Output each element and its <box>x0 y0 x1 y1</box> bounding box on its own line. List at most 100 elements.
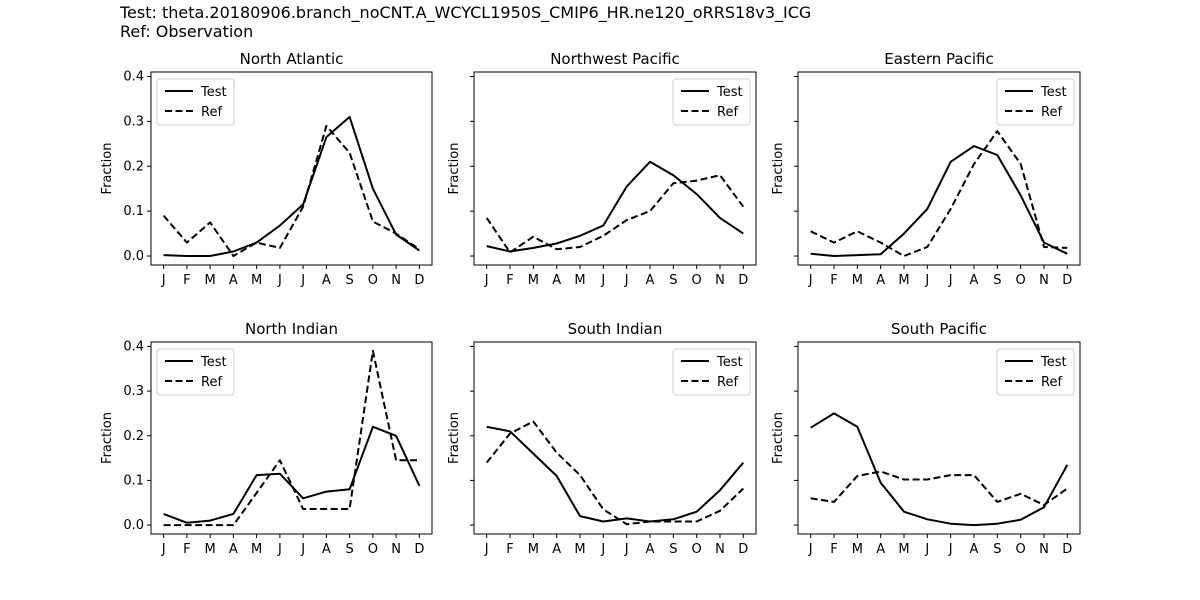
x-tick-label: J <box>484 542 489 557</box>
y-tick-label: 0.1 <box>123 204 144 219</box>
x-tick-label: F <box>183 542 190 557</box>
x-tick-label: J <box>277 273 282 288</box>
x-tick-label: J <box>161 542 166 557</box>
x-tick-label: F <box>830 542 837 557</box>
x-tick-label: J <box>624 542 629 557</box>
x-tick-label: M <box>574 273 585 288</box>
axes-frame <box>473 71 757 266</box>
y-axis-label: Fraction <box>447 143 462 195</box>
x-tick-label: M <box>251 273 262 288</box>
x-tick-label: D <box>738 542 748 557</box>
x-tick-label: A <box>552 273 561 288</box>
panel-title: South Pacific <box>891 320 987 338</box>
series-line-test <box>810 145 1068 257</box>
legend-label: Test <box>200 355 227 370</box>
series-line-test <box>486 160 744 253</box>
x-tick-label: M <box>574 542 585 557</box>
series-line-ref <box>810 130 1068 257</box>
x-tick-label: N <box>1039 273 1049 288</box>
panel-title: South Indian <box>568 320 663 338</box>
x-tick-label: M <box>852 273 863 288</box>
figure-ref-title: Ref: Observation <box>120 22 254 41</box>
x-tick-label: J <box>808 273 813 288</box>
x-tick-label: A <box>229 542 238 557</box>
x-tick-label: N <box>1039 542 1049 557</box>
legend-label: Test <box>200 85 227 100</box>
series-line-ref <box>163 349 420 527</box>
x-tick-label: F <box>506 273 513 288</box>
legend-label: Test <box>1040 355 1067 370</box>
panel-title: Eastern Pacific <box>884 50 993 68</box>
x-tick-label: D <box>1062 542 1072 557</box>
panel-title: Northwest Pacific <box>550 50 680 68</box>
x-tick-label: D <box>1062 273 1072 288</box>
series-line-ref <box>810 470 1068 506</box>
x-tick-label: O <box>692 273 702 288</box>
x-tick-label: F <box>183 273 190 288</box>
x-tick-label: J <box>161 273 166 288</box>
y-axis-label: Fraction <box>447 412 462 464</box>
x-tick-label: N <box>715 542 725 557</box>
legend: Test Ref <box>156 78 235 126</box>
x-tick-label: J <box>277 542 282 557</box>
x-tick-label: S <box>669 542 677 557</box>
y-axis-label: Fraction <box>100 143 115 195</box>
x-tick-label: J <box>300 273 305 288</box>
x-tick-label: A <box>229 273 238 288</box>
legend: Test Ref <box>996 78 1075 126</box>
y-axis-label: Fraction <box>771 412 786 464</box>
x-tick-label: S <box>669 273 677 288</box>
y-tick-label: 0.3 <box>123 384 144 399</box>
x-tick-label: O <box>1016 542 1026 557</box>
legend-label: Test <box>716 355 743 370</box>
x-tick-label: J <box>300 542 305 557</box>
x-tick-label: A <box>970 542 979 557</box>
axes-frame <box>797 341 1081 535</box>
x-tick-label: J <box>624 273 629 288</box>
legend-label: Test <box>716 85 743 100</box>
x-tick-label: O <box>368 273 378 288</box>
x-tick-label: J <box>484 273 489 288</box>
x-tick-label: F <box>506 542 513 557</box>
series-line-test <box>163 115 420 257</box>
x-tick-label: A <box>876 542 885 557</box>
y-tick-label: 0.4 <box>123 69 144 84</box>
x-tick-label: M <box>898 542 909 557</box>
axes-frame <box>797 71 1081 266</box>
x-tick-label: M <box>528 542 539 557</box>
axes-frame <box>150 341 433 535</box>
legend: Test Ref <box>156 348 235 396</box>
x-tick-label: A <box>646 542 655 557</box>
x-tick-label: S <box>345 273 353 288</box>
legend-label: Ref <box>717 375 738 390</box>
x-tick-label: D <box>738 273 748 288</box>
axes-frame <box>150 71 433 266</box>
x-tick-label: J <box>600 273 605 288</box>
x-tick-label: M <box>898 273 909 288</box>
x-tick-label: N <box>391 542 401 557</box>
panel-title: North Atlantic <box>240 50 344 68</box>
x-tick-label: J <box>600 542 605 557</box>
legend: Test Ref <box>996 348 1075 396</box>
x-tick-label: S <box>993 542 1001 557</box>
x-tick-label: O <box>1016 273 1026 288</box>
x-tick-label: A <box>552 542 561 557</box>
x-tick-label: J <box>924 273 929 288</box>
x-tick-label: A <box>970 273 979 288</box>
y-tick-label: 0.4 <box>123 339 144 354</box>
legend-label: Ref <box>1041 375 1062 390</box>
series-line-test <box>810 412 1069 527</box>
series-line-test <box>163 425 421 524</box>
legend-label: Test <box>1040 85 1067 100</box>
x-tick-label: F <box>830 273 837 288</box>
legend-label: Ref <box>201 105 222 120</box>
x-tick-label: N <box>715 273 725 288</box>
series-line-ref <box>485 174 745 254</box>
series-line-ref <box>485 420 744 526</box>
y-tick-label: 0.0 <box>123 249 144 264</box>
y-tick-label: 0.2 <box>123 429 144 444</box>
axes-frame <box>473 341 757 535</box>
